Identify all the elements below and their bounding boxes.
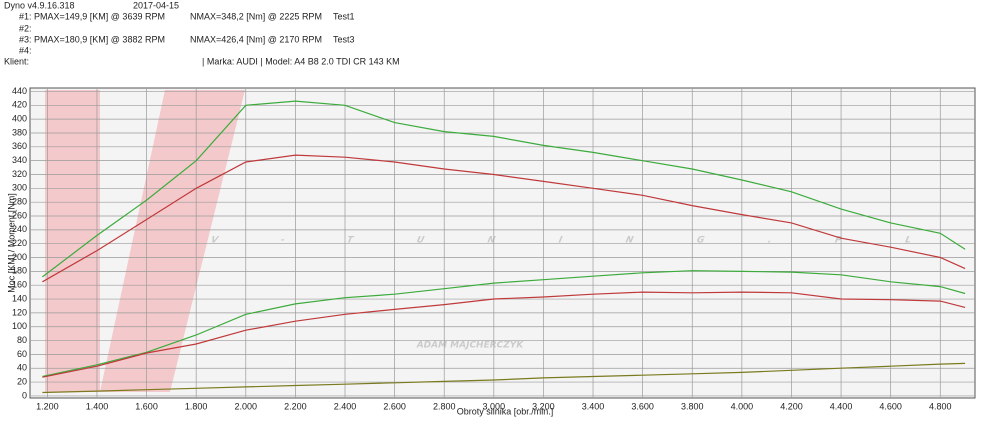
y-tick-label: 400 — [12, 114, 27, 124]
series-line — [42, 291, 966, 378]
x-axis-title: Obroty silnika [obr./min.] — [457, 406, 554, 416]
x-tick-label: 2.800 — [433, 401, 456, 411]
y-tick-label: 200 — [12, 252, 27, 262]
x-tick-label: 2.200 — [284, 401, 307, 411]
series-line — [42, 270, 966, 378]
y-tick-label: 420 — [12, 100, 27, 110]
y-tick-label: 260 — [12, 210, 27, 220]
y-tick-label: 0 — [22, 390, 27, 400]
run-info: NMAX=348,2 [Nm] @ 2225 RPM — [190, 11, 322, 21]
x-tick-label: 4.600 — [879, 401, 902, 411]
watermark-shape — [45, 90, 100, 392]
run-name: Test3 — [333, 34, 355, 44]
y-tick-label: 440 — [12, 86, 27, 96]
software: Dyno v4.9.16.318 — [4, 0, 75, 10]
x-tick-label: 3.600 — [631, 401, 654, 411]
client: Klient: — [4, 56, 29, 66]
watermark-shape — [100, 90, 245, 392]
x-tick-label: 2.400 — [334, 401, 357, 411]
y-tick-label: 140 — [12, 293, 27, 303]
run-info: #4: — [19, 45, 32, 55]
x-tick-label: 1.400 — [86, 401, 109, 411]
x-tick-label: 2.600 — [383, 401, 406, 411]
watermark: V-TUNING.PL — [210, 236, 912, 246]
x-tick-label: 1.600 — [135, 401, 158, 411]
y-tick-label: 300 — [12, 183, 27, 193]
run-info: #2: — [19, 23, 32, 33]
x-tick-label: 3.400 — [582, 401, 605, 411]
x-tick-label: 1.800 — [185, 401, 208, 411]
x-tick-label: 4.000 — [731, 401, 754, 411]
y-tick-label: 40 — [17, 363, 27, 373]
x-tick-label: 3.200 — [532, 401, 555, 411]
y-tick-label: 220 — [12, 238, 27, 248]
y-tick-label: 160 — [12, 280, 27, 290]
x-tick-label: 1.200 — [36, 401, 59, 411]
series-line — [42, 154, 966, 283]
x-tick-label: 2.000 — [235, 401, 258, 411]
run-info: #1: PMAX=149,9 [KM] @ 3639 RPM — [19, 11, 165, 21]
y-tick-label: 180 — [12, 266, 27, 276]
y-tick-label: 80 — [17, 335, 27, 345]
y-tick-label: 360 — [12, 141, 27, 151]
y-tick-label: 280 — [12, 197, 27, 207]
y-tick-label: 380 — [12, 127, 27, 137]
series-line — [42, 100, 966, 278]
watermark: ADAM MAJCHERCZYK — [416, 341, 525, 351]
date: 2017-04-15 — [133, 0, 179, 10]
y-tick-label: 120 — [12, 307, 27, 317]
series-line — [42, 362, 966, 394]
y-tick-label: 320 — [12, 169, 27, 179]
y-tick-label: 340 — [12, 155, 27, 165]
y-axis-title: Moc [KM] / Moment [Nm] — [6, 193, 16, 293]
run-info: #3: PMAX=180,9 [KM] @ 3882 RPM — [19, 34, 165, 44]
run-info: NMAX=426,4 [Nm] @ 2170 RPM — [190, 34, 322, 44]
y-tick-label: 60 — [17, 349, 27, 359]
x-tick-label: 4.400 — [830, 401, 853, 411]
y-tick-label: 240 — [12, 224, 27, 234]
x-tick-label: 3.000 — [483, 401, 506, 411]
y-tick-label: 20 — [17, 376, 27, 386]
vehicle: | Marka: AUDI | Model: A4 B8 2.0 TDI CR … — [202, 56, 400, 66]
run-name: Test1 — [333, 11, 355, 21]
y-tick-label: 100 — [12, 321, 27, 331]
x-tick-label: 4.800 — [929, 401, 952, 411]
x-tick-label: 4.200 — [780, 401, 803, 411]
x-tick-label: 3.800 — [681, 401, 704, 411]
